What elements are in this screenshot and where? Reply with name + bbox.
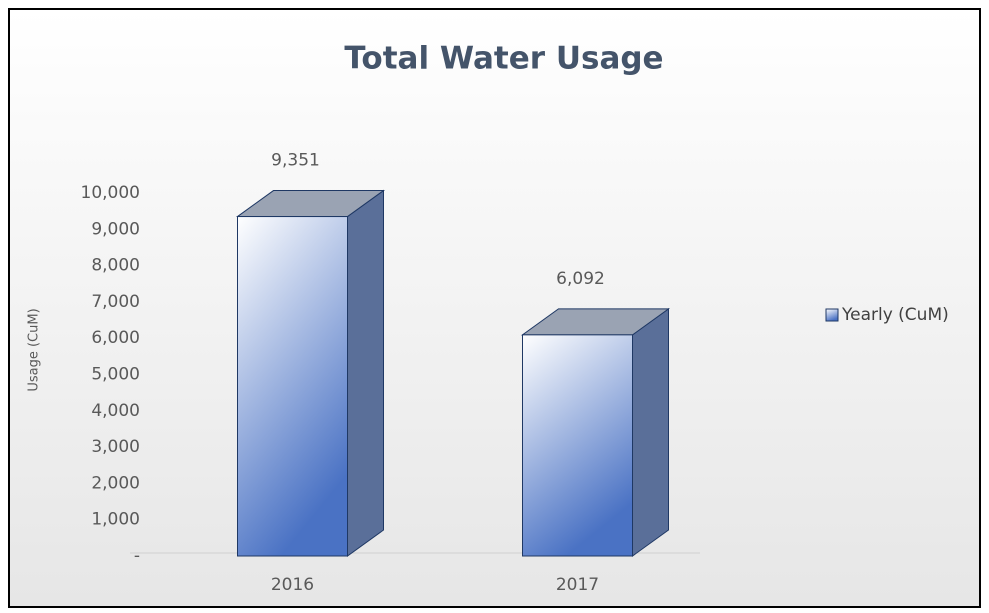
y-tick-label: 3,000 (91, 437, 140, 457)
legend-label: Yearly (CuM) (841, 305, 949, 325)
x-tick-label: 2016 (271, 575, 314, 595)
y-tick-label: 4,000 (91, 401, 140, 421)
chart-title: Total Water Usage (344, 41, 663, 77)
chart-frame (8, 8, 981, 608)
y-tick-label: 6,000 (91, 328, 140, 348)
bar-side (347, 189, 384, 557)
data-label: 9,351 (271, 151, 320, 171)
data-label: 6,092 (556, 269, 605, 289)
x-tick-label: 2017 (556, 575, 599, 595)
y-tick-label: 7,000 (91, 292, 140, 312)
y-tick-label: 8,000 (91, 256, 140, 276)
y-tick-label: 2,000 (91, 473, 140, 493)
bar-side (632, 307, 669, 557)
y-tick-label: 1,000 (91, 510, 140, 530)
y-tick-label: 5,000 (91, 365, 140, 385)
legend-swatch (825, 308, 839, 322)
y-tick-label: - (134, 546, 140, 566)
y-axis-label: Usage (CuM) (27, 308, 42, 391)
y-tick-label: 9,000 (91, 219, 140, 239)
bar (237, 216, 348, 557)
y-tick-label: 10,000 (81, 183, 140, 203)
bar (522, 334, 633, 557)
